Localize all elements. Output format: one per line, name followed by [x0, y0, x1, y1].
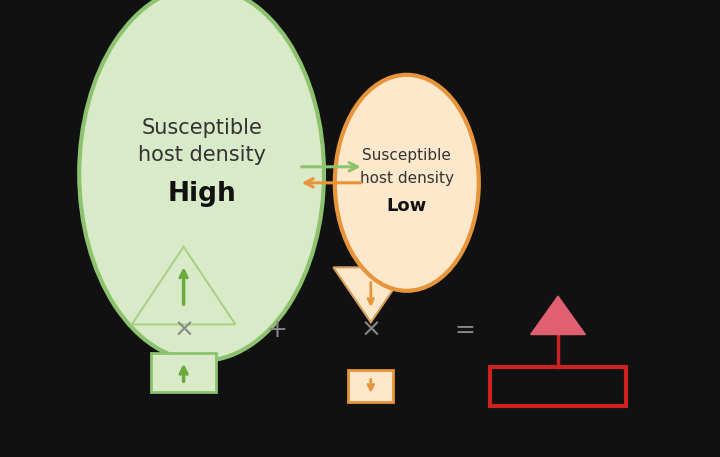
- Text: ×: ×: [173, 318, 194, 342]
- Text: ×: ×: [360, 318, 382, 342]
- Ellipse shape: [79, 0, 324, 361]
- Polygon shape: [132, 247, 235, 324]
- Text: host density: host density: [360, 171, 454, 186]
- Bar: [348, 370, 393, 402]
- Text: +: +: [267, 318, 287, 342]
- Text: High: High: [167, 181, 236, 207]
- Text: host density: host density: [138, 145, 266, 165]
- Text: =: =: [454, 318, 474, 342]
- Bar: [490, 367, 626, 406]
- Text: Susceptible: Susceptible: [362, 148, 451, 163]
- Text: Susceptible: Susceptible: [141, 118, 262, 138]
- Bar: [151, 353, 216, 392]
- Polygon shape: [333, 267, 408, 322]
- Text: Low: Low: [387, 197, 427, 215]
- Polygon shape: [531, 296, 585, 335]
- Ellipse shape: [335, 75, 479, 291]
